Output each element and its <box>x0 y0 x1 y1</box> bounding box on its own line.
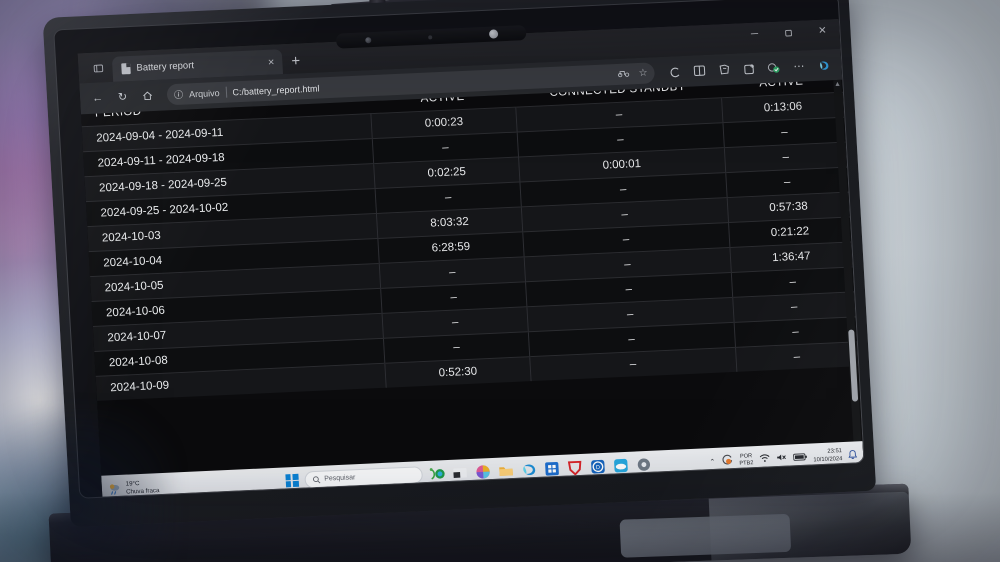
language-line-1: POR <box>739 453 753 460</box>
battery-duration-table: PERIOD ACTIVE CONNECTED STANDBY ACTIVE 2… <box>81 80 859 401</box>
search-icon <box>312 475 320 483</box>
omnibox-actions: ☆ <box>617 67 648 80</box>
antivirus-icon[interactable] <box>566 459 584 477</box>
browser-essentials-icon[interactable] <box>738 58 760 80</box>
collections-icon[interactable] <box>713 59 735 81</box>
tray-overflow-icon[interactable]: ⌃ <box>709 458 716 466</box>
desk-shadow <box>0 492 1000 562</box>
battery-duration-table-body: 2024-09-04 - 2024-09-11 0:00:23–0:13:06 20… <box>81 92 859 401</box>
webcam-lens-icon <box>488 29 498 39</box>
dell-icon[interactable]: D <box>589 458 607 476</box>
volume-muted-icon[interactable] <box>776 453 788 464</box>
taskbar-apps: Pesquisar <box>227 453 710 492</box>
copilot-sidebar-icon[interactable] <box>813 54 835 76</box>
address-bar[interactable]: ⓘ Arquivo C:/battery_report.html ☆ <box>166 62 656 106</box>
extensions-icon[interactable] <box>763 56 785 78</box>
back-button[interactable]: ← <box>91 91 104 105</box>
minimize-button[interactable]: ─ <box>750 28 759 40</box>
home-button[interactable] <box>136 85 158 107</box>
cell-active-2: – <box>735 341 859 372</box>
battery-icon[interactable] <box>793 452 808 463</box>
omnibox-divider <box>225 86 227 98</box>
cell-active: 0:52:30 <box>384 356 531 388</box>
foreground-blur <box>0 412 170 562</box>
store-icon[interactable] <box>543 460 561 478</box>
edge-browser-window: Battery report × + ─ ✕ <box>77 18 864 499</box>
browser-toolbar: ← ↻ ⓘ Arquivo C:/battery_report.html <box>79 48 843 115</box>
svg-text:D: D <box>595 465 599 471</box>
file-explorer-icon[interactable] <box>451 464 469 482</box>
search-placeholder: Pesquisar <box>324 474 356 483</box>
photos-icon[interactable] <box>474 463 492 481</box>
clock-time: 23:51 <box>827 448 843 456</box>
wifi-icon[interactable] <box>759 453 771 464</box>
ir-sensor-icon <box>364 36 371 43</box>
laptop-lid: Battery report × + ─ ✕ <box>42 0 877 528</box>
more-icon[interactable]: ⋯ <box>793 60 805 73</box>
accessibility-icon[interactable] <box>428 465 446 483</box>
language-line-2: PTB2 <box>739 459 754 467</box>
onedrive-icon[interactable] <box>612 457 630 475</box>
url-scheme-label: Arquivo <box>188 87 220 99</box>
system-tray: ⌃ POR PTB2 <box>709 446 858 471</box>
language-indicator[interactable]: POR PTB2 <box>739 453 754 467</box>
read-aloud-icon[interactable] <box>617 68 630 81</box>
notification-bell-icon[interactable] <box>848 449 858 461</box>
settings-icon[interactable] <box>634 456 652 474</box>
windows-taskbar: 19°C Chuva fraca Pesquisar <box>101 441 864 499</box>
battery-report-document: BATTERY DURATION PERIOD ACTIVE <box>81 80 859 401</box>
browser-titlebar: Battery report × + ─ ✕ <box>77 18 841 84</box>
favorite-icon[interactable]: ☆ <box>638 67 648 79</box>
search-input[interactable]: Pesquisar <box>303 466 423 489</box>
tab-strip: Battery report × + <box>86 28 739 83</box>
split-screen-icon[interactable] <box>688 60 710 82</box>
ambient-sensor-icon <box>427 34 432 40</box>
start-icon[interactable] <box>284 473 299 488</box>
page-icon <box>121 63 131 75</box>
sync-icon[interactable] <box>721 452 734 471</box>
clock-date: 10/10/2024 <box>813 455 843 463</box>
close-window-button[interactable]: ✕ <box>817 25 827 37</box>
clock[interactable]: 23:51 10/10/2024 <box>813 448 843 464</box>
tab-title: Battery report <box>136 60 195 74</box>
maximize-button[interactable] <box>771 21 806 44</box>
page-content: BATTERY DURATION PERIOD ACTIVE <box>80 79 864 499</box>
site-info-icon[interactable]: ⓘ <box>173 89 184 101</box>
laptop: Battery report × + ─ ✕ <box>42 0 912 562</box>
tab-search-icon[interactable] <box>86 57 111 80</box>
new-tab-button[interactable]: + <box>290 52 301 70</box>
laptop-bezel: Battery report × + ─ ✕ <box>53 0 865 499</box>
scroll-up-arrow-icon[interactable]: ▲ <box>833 80 842 89</box>
window-controls: ─ ✕ <box>737 20 840 46</box>
folder-icon[interactable] <box>497 462 515 480</box>
close-icon[interactable]: × <box>267 56 275 69</box>
edge-icon[interactable] <box>520 461 538 479</box>
laptop-screen: Battery report × + ─ ✕ <box>77 18 864 499</box>
refresh-button[interactable]: ↻ <box>117 91 128 104</box>
copilot-icon[interactable] <box>663 61 685 83</box>
